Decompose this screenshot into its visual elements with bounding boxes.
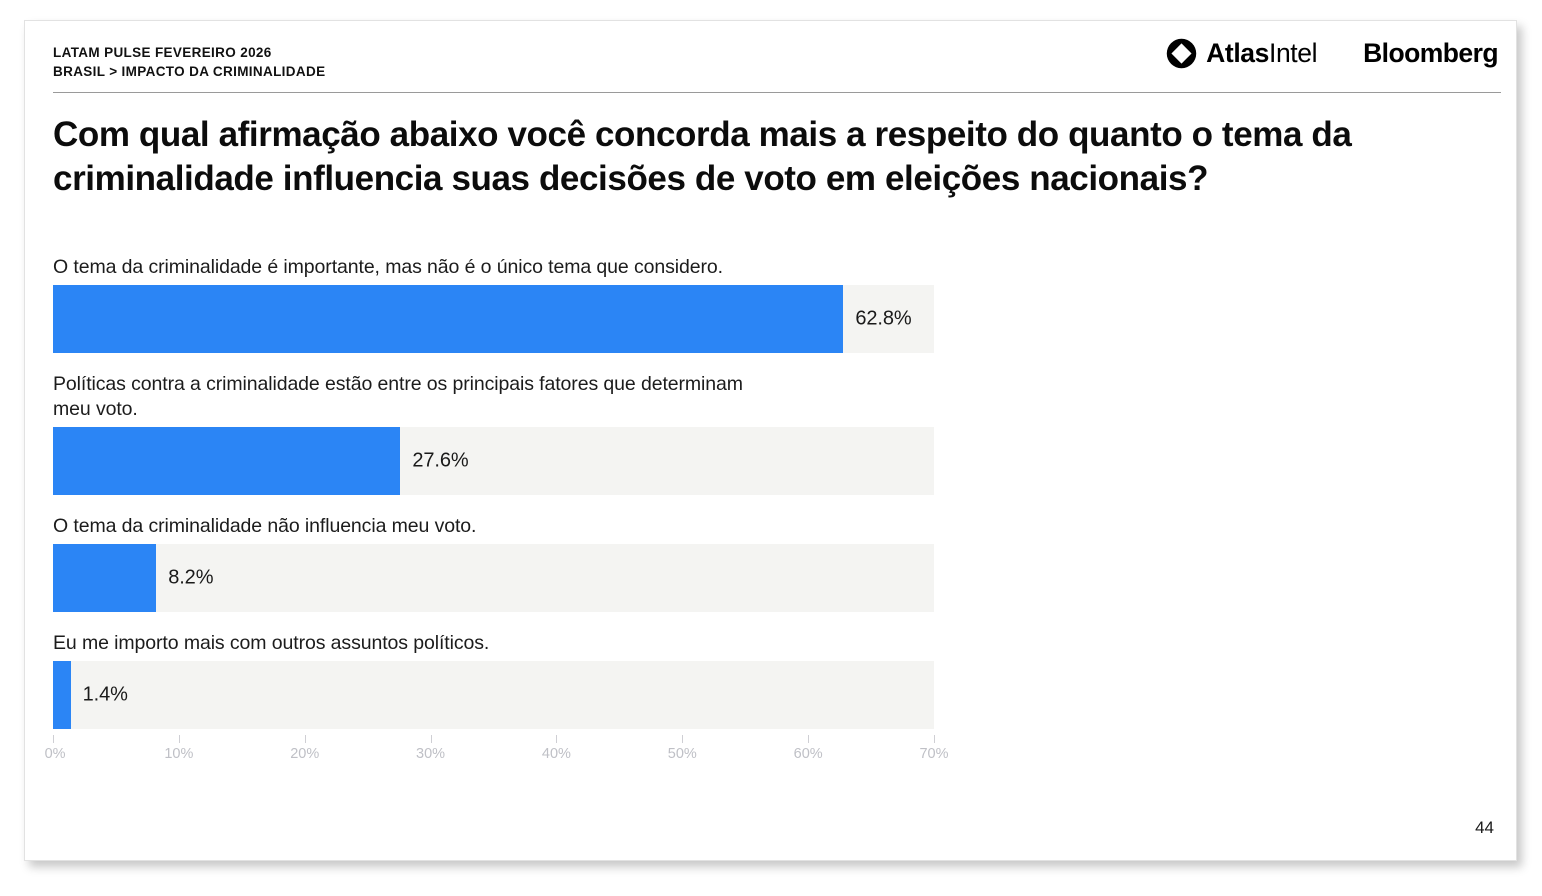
- atlasintel-wordmark: AtlasIntel: [1206, 38, 1317, 69]
- breadcrumb: LATAM PULSE FEVEREIRO 2026 BRASIL > IMPA…: [53, 43, 325, 81]
- bar-category-label: O tema da criminalidade é importante, ma…: [53, 256, 723, 278]
- axis-tick-label: 40%: [541, 746, 571, 762]
- atlas-word-regular: Intel: [1268, 38, 1318, 68]
- bar-fill: [53, 427, 401, 495]
- logo-group: AtlasIntel Bloomberg: [1166, 38, 1499, 69]
- axis-tick-mark: [53, 735, 54, 743]
- bar-category-label: Políticas contra a criminalidade estão e…: [53, 373, 743, 420]
- bar-group: Eu me importo mais com outros assuntos p…: [53, 631, 1493, 729]
- axis-tick-label: 30%: [416, 746, 446, 762]
- atlas-diamond-icon: [1166, 38, 1197, 69]
- bar-track: 1.4%: [53, 661, 934, 729]
- breadcrumb-line-2: BRASIL > IMPACTO DA CRIMINALIDADE: [53, 64, 326, 79]
- bar-track: 27.6%: [53, 427, 934, 495]
- bar-fill: [53, 544, 157, 612]
- axis-tick-mark: [178, 735, 180, 743]
- header-divider: [53, 92, 1501, 93]
- atlasintel-logo: AtlasIntel: [1166, 38, 1317, 69]
- atlas-word-bold: Atlas: [1206, 38, 1269, 68]
- bar-value-label: 27.6%: [412, 449, 469, 472]
- bloomberg-logo: Bloomberg: [1363, 38, 1498, 68]
- page-title: Com qual afirmação abaixo você concorda …: [53, 115, 1352, 198]
- bar-group: Políticas contra a criminalidade estão e…: [53, 372, 1493, 495]
- axis-tick-label: 50%: [667, 746, 697, 762]
- axis-tick-mark: [304, 735, 306, 743]
- axis-tick-label: 60%: [793, 746, 823, 762]
- axis-tick-mark: [682, 735, 684, 743]
- axis-tick-mark: [556, 735, 558, 743]
- axis-tick-mark: [934, 735, 935, 743]
- slide-card: LATAM PULSE FEVEREIRO 2026 BRASIL > IMPA…: [24, 20, 1517, 861]
- bar-track: 8.2%: [53, 544, 934, 612]
- axis-tick-label: 70%: [919, 746, 949, 762]
- axis-tick-label: 20%: [290, 746, 320, 762]
- page-number: 44: [1475, 818, 1494, 837]
- x-axis: 0% 10% 20% 30% 40% 50% 60% 70%: [45, 735, 949, 771]
- bar-group: O tema da criminalidade é importante, ma…: [53, 255, 1493, 353]
- bar-track: 62.8%: [53, 285, 934, 353]
- bar-category-label: O tema da criminalidade não influencia m…: [53, 515, 477, 537]
- bar-value-label: 8.2%: [168, 566, 214, 589]
- axis-tick-mark: [430, 735, 432, 743]
- bar-chart: O tema da criminalidade é importante, ma…: [45, 255, 1493, 771]
- bar-category-label: Eu me importo mais com outros assuntos p…: [53, 632, 490, 654]
- bar-value-label: 62.8%: [855, 307, 912, 330]
- axis-tick-label: 10%: [164, 746, 194, 762]
- bar-fill: [53, 661, 71, 729]
- axis-tick-mark: [808, 735, 810, 743]
- bar-value-label: 1.4%: [82, 683, 128, 706]
- bar-group: O tema da criminalidade não influencia m…: [53, 514, 1493, 612]
- slide-header: LATAM PULSE FEVEREIRO 2026 BRASIL > IMPA…: [25, 21, 1516, 95]
- bar-fill: [53, 285, 844, 353]
- breadcrumb-line-1: LATAM PULSE FEVEREIRO 2026: [53, 45, 272, 60]
- axis-tick-label: 0%: [44, 746, 66, 762]
